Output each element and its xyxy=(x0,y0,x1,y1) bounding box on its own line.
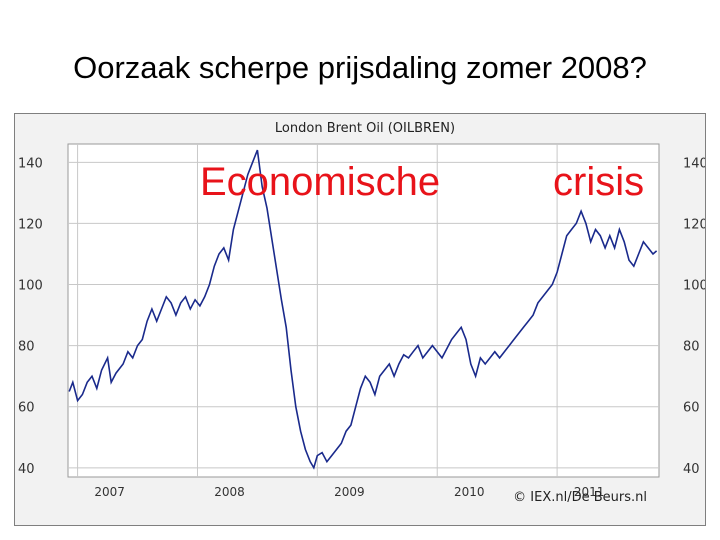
overlay-crisis: crisis xyxy=(553,160,645,204)
x-tick-label: 2009 xyxy=(334,485,365,499)
y-tick-label-right: 120 xyxy=(683,217,705,232)
y-tick-label-left: 120 xyxy=(18,217,43,232)
chart-title: London Brent Oil (OILBREN) xyxy=(275,121,455,136)
x-tick-label: 2007 xyxy=(94,485,125,499)
x-tick-label: 2008 xyxy=(214,485,245,499)
y-tick-label-right: 140 xyxy=(683,156,705,171)
overlay-economische: Economische xyxy=(200,160,441,204)
plot-area xyxy=(67,143,660,478)
y-tick-label-left: 140 xyxy=(18,156,43,171)
y-tick-label-left: 60 xyxy=(18,401,35,416)
y-tick-label-left: 40 xyxy=(18,462,35,477)
price-chart: 40 60 80 100 120 140 40 60 80 100 120 140 2007 2008… xyxy=(18,121,705,499)
x-tick-label: 2011 xyxy=(574,485,605,499)
brent-oil-price-line xyxy=(68,149,658,470)
y-tick-label-right: 60 xyxy=(683,401,700,416)
copyright-credit: © IEX.nl/De Beurs.nl xyxy=(513,490,647,505)
slide-title: Oorzaak scherpe prijsdaling zomer 2008? xyxy=(73,50,647,85)
y-tick-label-right: 40 xyxy=(683,462,700,477)
chart-frame: 40 60 80 100 120 140 40 60 80 100 120 140 2007 2008… xyxy=(14,113,706,526)
y-tick-label-left: 80 xyxy=(18,340,35,355)
y-tick-label-right: 80 xyxy=(683,340,700,355)
x-tick-label: 2010 xyxy=(454,485,485,499)
y-tick-label-right: 100 xyxy=(683,279,705,294)
y-tick-label-left: 100 xyxy=(18,279,43,294)
